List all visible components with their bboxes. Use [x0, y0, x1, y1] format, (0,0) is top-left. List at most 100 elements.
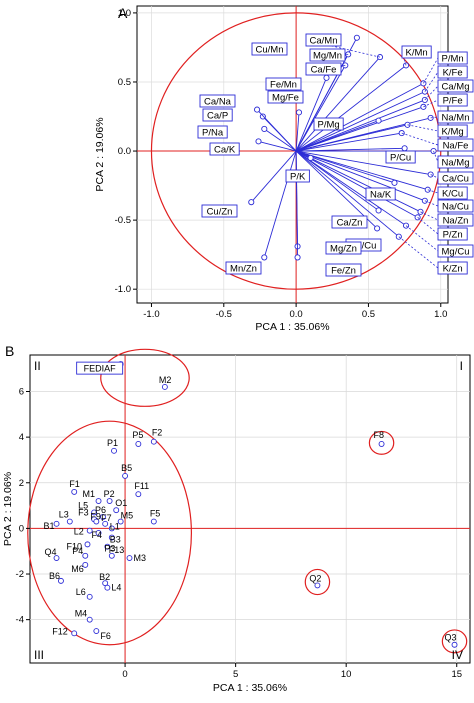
score-labels: FEDIAF M2 P1 P5 F2 B5 F1 F11 M1 P2 L5 O1 F3 P6 M5 F5 L3 B…: [44, 361, 457, 643]
loading-vector-na-zn: [295, 150, 421, 213]
score-point-p1: [111, 447, 117, 454]
loading-point-ca-mn: [376, 54, 384, 61]
scores-y-tick-label: 0: [19, 523, 24, 534]
loading-label-box-p-cu: [385, 150, 416, 164]
loading-label-ca-k: Ca/K: [214, 144, 236, 155]
loadings-x-tick-label: 0.0: [290, 309, 303, 320]
panel-label-a: A: [118, 5, 128, 21]
score-point-b2: [102, 580, 109, 587]
score-point-f4: [95, 530, 102, 536]
score-label-b5: B5: [121, 463, 132, 473]
loading-vector-k-mn: [295, 65, 407, 152]
scores-x-tick-label: 10: [341, 669, 352, 680]
score-label-m3: M3: [133, 553, 146, 563]
loading-point-ca-k: [255, 138, 262, 145]
score-label-fediaf: FEDIAF: [84, 363, 117, 373]
score-label-b3: B3: [110, 535, 121, 545]
score-point-p4: [82, 552, 89, 559]
score-point-b1: [53, 520, 60, 527]
scores-axes: [30, 355, 470, 663]
loading-point-fe-cu: [374, 225, 381, 232]
loading-label-k-fe: K/Fe: [443, 67, 463, 78]
ellipse-main-cluster: [27, 420, 193, 646]
loading-point-na-k: [391, 179, 398, 186]
scores-y-tick-label: -4: [16, 615, 24, 626]
loading-label-mg-fe: Mg/Fe: [272, 92, 299, 103]
loading-label-na-k: Na/K: [370, 189, 392, 200]
loading-point-fe-zn: [294, 254, 301, 261]
loading-label-box-k-mn: [401, 45, 432, 59]
score-point-f13: [108, 552, 115, 559]
loading-vector-k-cu: [295, 150, 428, 191]
score-point-m4: [86, 616, 93, 623]
score-point-l4: [104, 584, 111, 591]
loading-vector-ca-cu: [296, 150, 431, 175]
loading-point-p-na: [261, 125, 268, 132]
score-label-f5: F5: [150, 509, 161, 519]
loading-label-box-na-fe: [437, 138, 474, 152]
loading-label-ca-cu: Ca/Cu: [442, 173, 469, 184]
loading-point-na-cu: [421, 197, 428, 204]
loading-label-k-mg: K/Mg: [442, 126, 464, 137]
leader-line-na-zn: [420, 211, 439, 221]
loading-label-cu-mn: Cu/Mn: [256, 44, 284, 55]
loading-vector-p-cu: [296, 147, 405, 152]
loading-label-box-ca-cu: [437, 171, 474, 185]
loadings-x-tick-label: -0.5: [216, 309, 232, 320]
loading-label-box-mg-cu: [437, 244, 474, 258]
loading-label-box-p-mg: [313, 117, 344, 131]
loading-point-fe-mn: [323, 74, 330, 81]
score-point-o1: [113, 507, 120, 514]
loading-point-ca-na: [254, 106, 261, 113]
score-label-m2: M2: [159, 375, 172, 385]
loading-point-ca-zn: [375, 207, 382, 214]
loading-label-box-ca-mn: [305, 33, 342, 47]
score-label-f12: F12: [52, 626, 68, 636]
score-label-l3: L3: [59, 510, 69, 520]
scores-x-tick-label: 0: [122, 669, 127, 680]
loading-label-box-cu-zn: [201, 204, 238, 218]
loading-label-na-mn: Na/Mn: [442, 112, 470, 123]
score-label-b6: B6: [49, 571, 60, 581]
loading-label-box-p-mn: [437, 51, 468, 65]
score-point-b5: [122, 472, 129, 479]
loading-label-box-ca-mg: [437, 79, 474, 93]
score-label-p4: P4: [72, 546, 83, 556]
score-point-l2: [86, 527, 93, 534]
ellipse-q2: [304, 568, 331, 596]
score-point-m6: [82, 561, 89, 568]
score-point-p2: [106, 498, 113, 504]
loading-vector-ca-mn: [295, 56, 381, 152]
loading-vector-mn-zn: [263, 150, 297, 258]
loadings-y-tick-label: -0.5: [115, 215, 131, 226]
score-point-l5: [91, 509, 98, 516]
score-point-f2: [150, 438, 157, 445]
loading-leader-lines: [305, 39, 439, 269]
loading-label-p-fe: P/Fe: [443, 95, 463, 106]
loading-vector-fe-mn: [295, 77, 327, 152]
loading-label-mg-zn: Mg/Zn: [330, 243, 357, 254]
loading-label-box-fe-zn: [325, 263, 362, 277]
loading-label-k-mn: K/Mn: [406, 47, 428, 58]
loading-label-box-na-mg: [437, 155, 474, 169]
loading-label-ca-mn: Ca/Mn: [310, 35, 338, 46]
leader-line-k-zn: [398, 236, 439, 269]
loading-label-na-fe: Na/Fe: [443, 140, 469, 151]
loading-point-ca-p: [259, 113, 266, 120]
loading-vector-na-cu: [295, 150, 426, 202]
leader-line-mg-cu: [405, 225, 439, 252]
loading-label-k-zn: K/Zn: [443, 263, 463, 274]
score-label-m5: M5: [121, 511, 134, 521]
loading-label-box-mn-zn: [225, 261, 262, 275]
score-label-l2: L2: [74, 527, 84, 537]
loading-label-fe-zn: Fe/Zn: [331, 265, 356, 276]
score-point-q3: [451, 641, 458, 648]
score-label-l4: L4: [111, 583, 121, 593]
score-label-f11: F11: [134, 481, 149, 491]
loadings-plot-frame: [136, 5, 449, 304]
loading-vector-mg-fe: [295, 112, 300, 152]
score-point-m5: [117, 518, 124, 525]
loading-label-na-cu: Na/Cu: [442, 201, 469, 212]
leader-line-na-mn: [430, 116, 439, 119]
